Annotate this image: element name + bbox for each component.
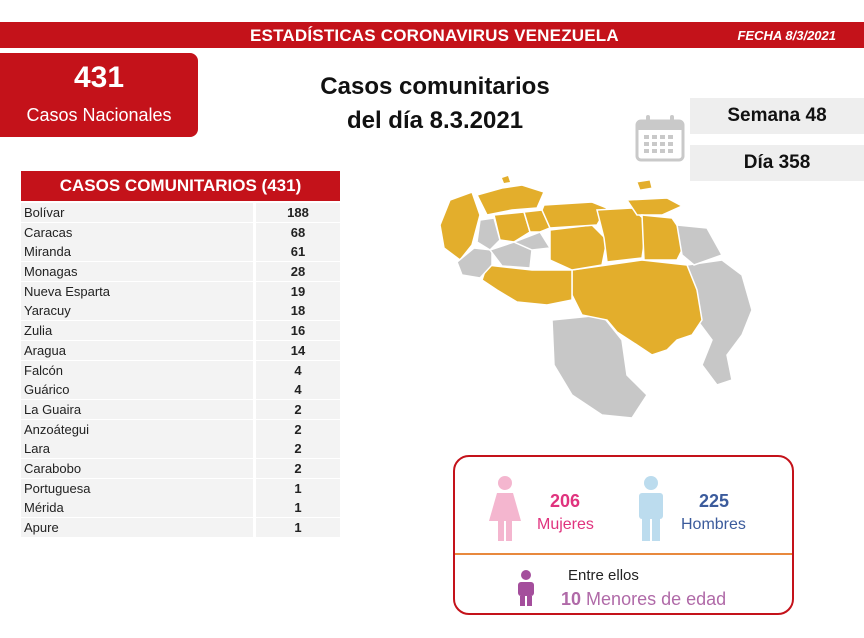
state-name: Monagas (21, 262, 253, 282)
state-name: Aragua (21, 340, 253, 360)
state-cases: 68 (256, 222, 340, 242)
map-central (541, 201, 609, 229)
map-nueva-esparta (636, 179, 653, 191)
table-row: Apure 1 (21, 518, 340, 538)
table-row: Caracas 68 (21, 222, 340, 243)
map-guarico (549, 224, 608, 271)
venezuela-map (439, 176, 753, 419)
state-name: Anzoátegui (21, 419, 253, 439)
state-name: Apure (21, 518, 253, 537)
minors-intro: Entre ellos (568, 567, 639, 584)
gender-breakdown-card: 206 Mujeres 225 Hombres Entre ellos 10 M… (453, 455, 794, 615)
state-cases: 2 (256, 419, 340, 439)
top-banner: ESTADÍSTICAS CORONAVIRUS VENEZUELA FECHA… (0, 22, 864, 48)
state-name: Mérida (21, 498, 253, 518)
state-cases: 188 (256, 203, 340, 222)
map-lara (493, 211, 531, 243)
map-sucre (625, 197, 684, 216)
minors-label: Menores de edad (586, 589, 727, 609)
state-cases: 61 (256, 242, 340, 262)
state-name: Carabobo (21, 458, 253, 478)
page-title: Casos comunitarios del día 8.3.2021 (295, 70, 575, 138)
map-barinas (488, 241, 533, 269)
table-row: Yaracuy 18 (21, 301, 340, 321)
table-row: Carabobo 2 (21, 458, 340, 479)
map-delta (676, 224, 724, 266)
state-cases: 19 (256, 281, 340, 301)
calendar-icon (635, 115, 685, 162)
state-name: Yaracuy (21, 301, 253, 321)
table-row: Monagas 28 (21, 262, 340, 282)
table-row: Lara 2 (21, 439, 340, 459)
page-title-line1: Casos comunitarios (320, 73, 550, 100)
national-cases-card: 431 Casos Nacionales (0, 53, 198, 137)
women-label: Mujeres (537, 516, 594, 533)
men-count: 225 (699, 491, 730, 511)
state-name: La Guaira (21, 399, 253, 419)
state-cases: 1 (256, 518, 340, 537)
map-yaracuy (523, 209, 552, 233)
state-name: Caracas (21, 222, 253, 242)
state-cases: 2 (256, 458, 340, 478)
state-cases: 18 (256, 301, 340, 321)
state-name: Falcón (21, 360, 253, 380)
map-andes (456, 247, 493, 279)
map-apure (481, 264, 573, 306)
state-cases: 14 (256, 340, 340, 360)
banner-title: ESTADÍSTICAS CORONAVIRUS VENEZUELA (250, 26, 619, 45)
map-dependencias (502, 176, 510, 183)
table-row: Aragua 14 (21, 340, 340, 361)
women-count: 206 (550, 491, 581, 511)
map-bolivar (571, 259, 703, 356)
map-falcon (475, 184, 546, 216)
state-cases: 1 (256, 498, 340, 518)
state-cases: 1 (256, 478, 340, 498)
female-icon (489, 476, 521, 541)
state-name: Miranda (21, 242, 253, 262)
minor-icon (518, 570, 534, 606)
state-name: Zulia (21, 321, 253, 341)
minors-line: 10 Menores de edad (561, 589, 726, 610)
state-cases: 4 (256, 380, 340, 400)
state-cases: 28 (256, 262, 340, 282)
page-title-line2: del día 8.3.2021 (346, 107, 524, 134)
men-label: Hombres (681, 516, 746, 533)
state-name: Bolívar (21, 203, 253, 222)
day-box: Día 358 (690, 145, 864, 181)
table-row: Falcón 4 (21, 360, 340, 381)
table-row: Nueva Esparta 19 (21, 281, 340, 302)
table-row: Anzoátegui 2 (21, 419, 340, 440)
table-row: Zulia 16 (21, 321, 340, 341)
national-cases-count: 431 (73, 61, 125, 94)
state-cases: 2 (256, 439, 340, 459)
table-row: Portuguesa 1 (21, 478, 340, 499)
banner-date: FECHA 8/3/2021 (737, 28, 836, 43)
state-cases: 2 (256, 399, 340, 419)
map-zulia (439, 191, 481, 262)
map-delta-east (686, 259, 753, 386)
state-cases: 4 (256, 360, 340, 380)
map-trujillo (476, 217, 501, 251)
state-name: Lara (21, 439, 253, 459)
table-row: Miranda 61 (21, 242, 340, 262)
table-row: Guárico 4 (21, 380, 340, 400)
table-row: Bolívar 188 (21, 203, 340, 223)
cases-table-header: CASOS COMUNITARIOS (431) (21, 171, 340, 201)
card-divider (455, 553, 792, 555)
table-row: Mérida 1 (21, 498, 340, 518)
national-cases-label: Casos Nacionales (26, 105, 172, 125)
cases-table: Bolívar 188 Caracas 68 Miranda 61 Monagas 28 Nue… (21, 203, 340, 538)
male-icon (639, 476, 663, 541)
minors-count: 10 (561, 589, 582, 609)
state-name: Nueva Esparta (21, 281, 253, 301)
week-box: Semana 48 (690, 98, 864, 134)
state-name: Guárico (21, 380, 253, 400)
map-amazonas (551, 314, 648, 419)
table-row: La Guaira 2 (21, 399, 340, 420)
state-name: Portuguesa (21, 478, 253, 498)
state-cases: 16 (256, 321, 340, 341)
